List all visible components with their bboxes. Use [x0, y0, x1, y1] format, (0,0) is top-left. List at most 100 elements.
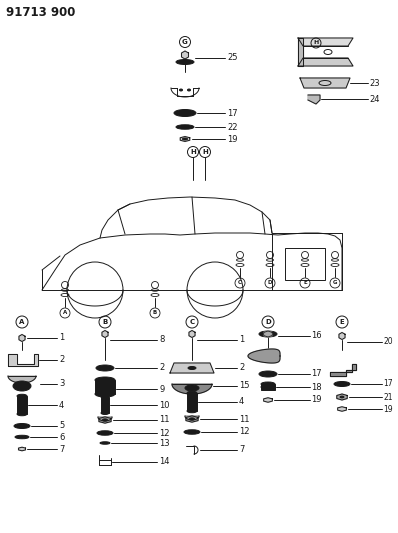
Text: H: H	[313, 41, 319, 45]
Ellipse shape	[188, 367, 196, 369]
Text: 19: 19	[227, 134, 238, 143]
Text: 91713 900: 91713 900	[6, 5, 75, 19]
Ellipse shape	[340, 396, 344, 398]
Ellipse shape	[181, 112, 189, 114]
Ellipse shape	[265, 373, 271, 375]
Text: 21: 21	[383, 392, 392, 401]
Ellipse shape	[261, 382, 275, 386]
Text: 9: 9	[159, 384, 164, 393]
Text: 2: 2	[159, 364, 164, 373]
Ellipse shape	[20, 425, 25, 427]
Text: D: D	[265, 319, 271, 325]
Ellipse shape	[187, 391, 197, 395]
Polygon shape	[185, 416, 199, 420]
Bar	[187, 393, 197, 411]
Text: 11: 11	[159, 416, 170, 424]
Polygon shape	[248, 349, 280, 363]
Polygon shape	[19, 335, 25, 342]
Text: C: C	[238, 280, 242, 286]
Ellipse shape	[97, 431, 113, 435]
Ellipse shape	[184, 430, 200, 434]
Ellipse shape	[174, 109, 196, 117]
Polygon shape	[263, 398, 272, 402]
Text: C: C	[189, 319, 195, 325]
Bar	[285, 248, 325, 280]
Polygon shape	[102, 330, 108, 337]
Ellipse shape	[103, 419, 107, 421]
Text: 4: 4	[59, 400, 64, 409]
Text: 4: 4	[239, 398, 244, 407]
Text: 11: 11	[239, 415, 250, 424]
Ellipse shape	[17, 412, 27, 416]
Ellipse shape	[176, 60, 194, 64]
Text: 17: 17	[227, 109, 238, 117]
Polygon shape	[19, 447, 25, 451]
Text: E: E	[303, 280, 307, 286]
Ellipse shape	[261, 384, 275, 390]
Polygon shape	[98, 417, 112, 421]
Polygon shape	[330, 364, 356, 376]
Text: G: G	[333, 280, 337, 286]
Text: B: B	[153, 311, 157, 316]
Ellipse shape	[265, 386, 271, 388]
Text: 22: 22	[227, 123, 238, 132]
Text: E: E	[339, 319, 344, 325]
Ellipse shape	[20, 437, 25, 438]
Polygon shape	[263, 331, 272, 337]
Ellipse shape	[189, 431, 195, 433]
Polygon shape	[300, 78, 350, 88]
Text: 8: 8	[159, 335, 164, 344]
Polygon shape	[298, 58, 353, 66]
Text: 6: 6	[59, 432, 64, 441]
Ellipse shape	[101, 411, 109, 415]
Ellipse shape	[187, 89, 191, 91]
Ellipse shape	[17, 384, 27, 389]
Text: 13: 13	[159, 439, 170, 448]
Text: 12: 12	[239, 427, 250, 437]
Text: D: D	[268, 280, 272, 286]
Ellipse shape	[103, 432, 107, 434]
Text: 19: 19	[383, 405, 392, 414]
Text: A: A	[63, 311, 67, 316]
Polygon shape	[99, 417, 111, 423]
Ellipse shape	[183, 138, 187, 140]
Text: 16: 16	[311, 332, 322, 341]
Text: G: G	[182, 39, 188, 45]
Bar	[17, 396, 27, 414]
Text: 12: 12	[159, 429, 170, 438]
Ellipse shape	[13, 381, 31, 391]
Polygon shape	[298, 38, 303, 66]
Polygon shape	[189, 330, 195, 337]
Polygon shape	[339, 333, 345, 340]
Polygon shape	[308, 95, 320, 104]
Polygon shape	[186, 416, 198, 422]
Ellipse shape	[95, 391, 115, 397]
Polygon shape	[172, 384, 212, 394]
Ellipse shape	[259, 331, 277, 337]
Text: 1: 1	[239, 335, 244, 344]
Text: 17: 17	[311, 369, 322, 378]
Ellipse shape	[189, 387, 195, 389]
Ellipse shape	[100, 442, 110, 444]
Ellipse shape	[182, 126, 188, 128]
Text: 15: 15	[239, 382, 250, 391]
Text: 5: 5	[59, 422, 64, 431]
Text: 23: 23	[369, 78, 380, 87]
Bar	[261, 384, 275, 390]
Text: 10: 10	[159, 400, 170, 409]
Ellipse shape	[334, 382, 350, 386]
Text: A: A	[20, 319, 25, 325]
Ellipse shape	[101, 395, 109, 399]
Text: B: B	[102, 319, 107, 325]
Polygon shape	[180, 136, 190, 141]
Text: 2: 2	[239, 364, 244, 373]
Text: 7: 7	[239, 446, 244, 455]
Bar	[95, 380, 115, 394]
Polygon shape	[8, 376, 36, 383]
Text: H: H	[202, 149, 208, 155]
Text: 3: 3	[59, 379, 64, 389]
Text: 19: 19	[311, 395, 322, 405]
Ellipse shape	[15, 435, 29, 439]
Ellipse shape	[102, 367, 108, 369]
Polygon shape	[298, 38, 353, 46]
